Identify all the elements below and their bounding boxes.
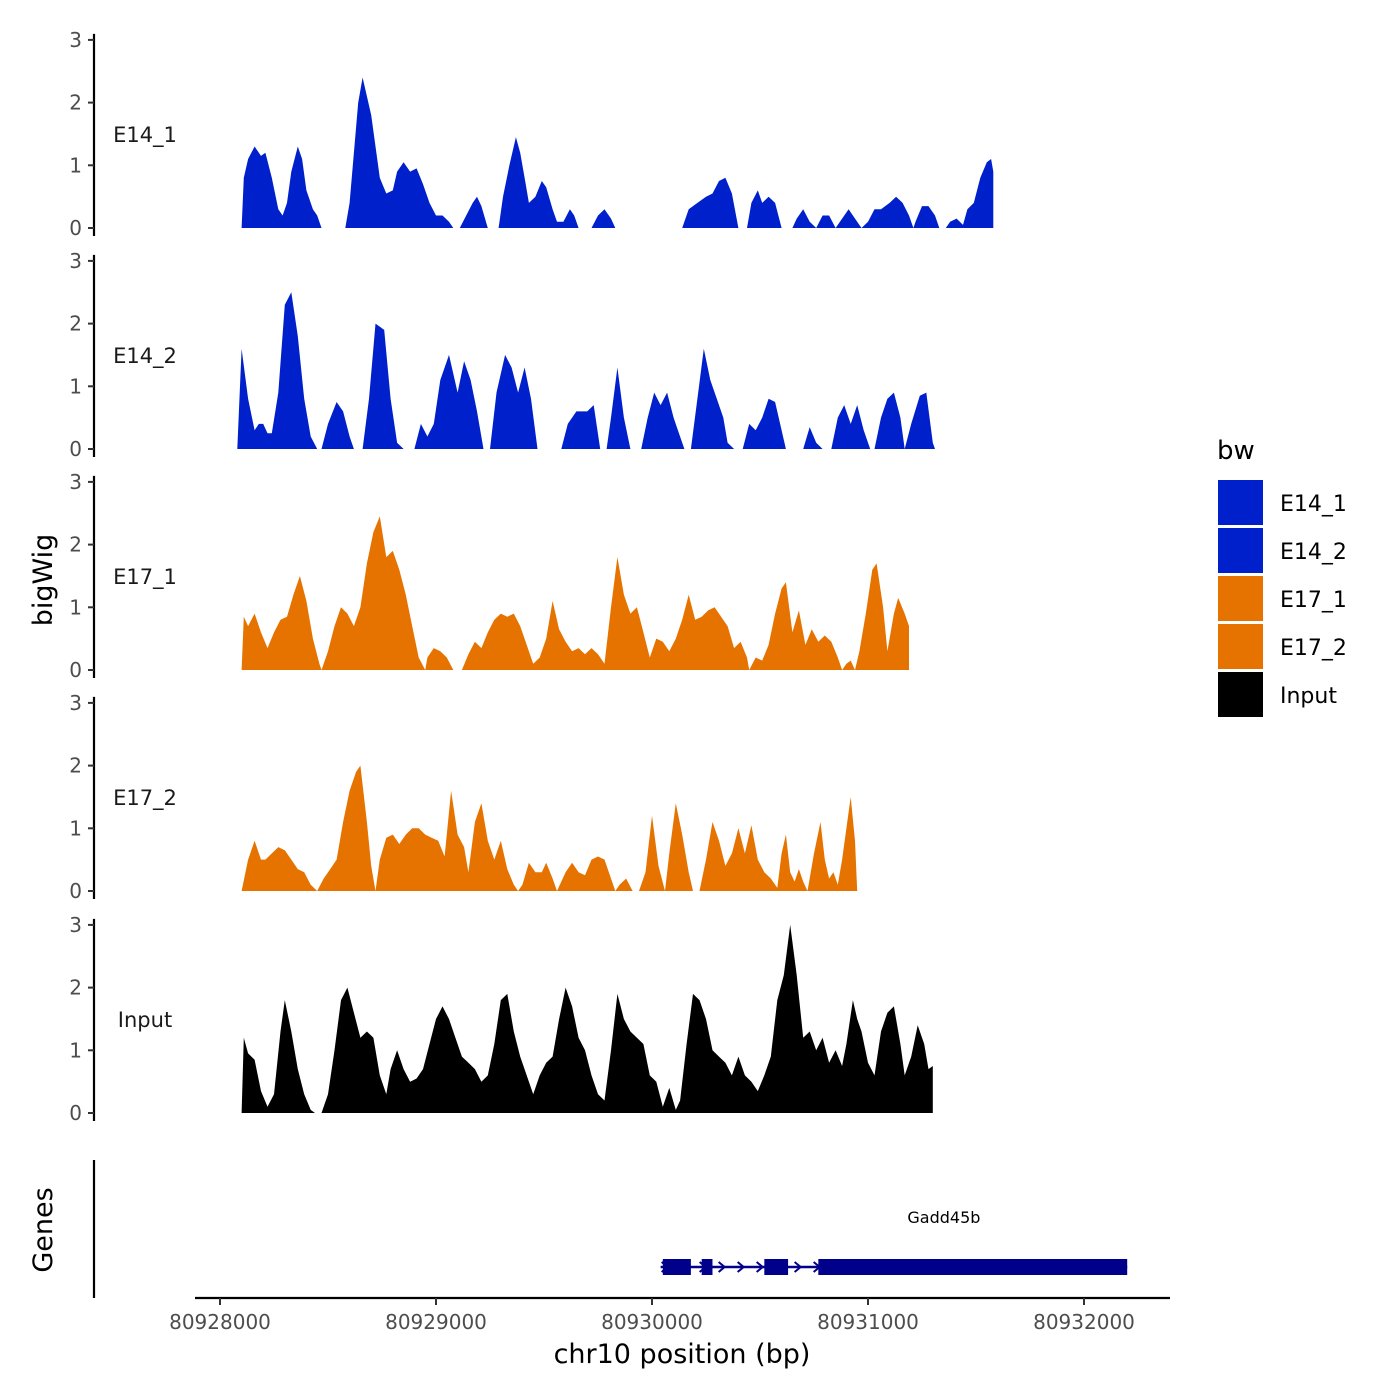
- y-tick-label: 1: [69, 1038, 82, 1062]
- x-axis-title: chr10 position (bp): [554, 1339, 811, 1370]
- legend-label: Input: [1280, 684, 1337, 709]
- legend-item: Input: [1218, 672, 1337, 717]
- y-tick-label: 3: [69, 691, 82, 715]
- x-tick-label: 80930000: [601, 1310, 703, 1334]
- strand-arrow: [793, 1261, 803, 1273]
- y-tick-label: 2: [69, 754, 82, 778]
- gene-label: Gadd45b: [907, 1208, 980, 1227]
- x-tick-label: 80928000: [169, 1310, 271, 1334]
- y-tick-label: 0: [69, 437, 82, 461]
- y-tick-label: 1: [69, 153, 82, 177]
- legend-swatch: [1218, 672, 1263, 717]
- x-tick-label: 80931000: [817, 1310, 919, 1334]
- y-tick-label: 1: [69, 595, 82, 619]
- legend-item: E14_1: [1218, 480, 1347, 525]
- legend-item: E14_2: [1218, 528, 1347, 573]
- track-Input: 0 1 2 3 Input: [69, 913, 933, 1125]
- track-E17_1: 0 1 2 3 E17_1: [69, 470, 910, 682]
- genes-axis-title: Genes: [28, 1187, 59, 1272]
- y-tick-label: 2: [69, 312, 82, 336]
- track-label: E17_1: [113, 565, 177, 590]
- track-E14_1: 0 1 2 3 E14_1: [69, 28, 994, 240]
- legend-swatch: [1218, 480, 1263, 525]
- legend-item: E17_1: [1218, 576, 1347, 621]
- track-label: E14_1: [113, 123, 177, 148]
- legend-title: bw: [1217, 436, 1255, 466]
- track-area-E14_1: [241, 77, 994, 228]
- y-tick-label: 3: [69, 249, 82, 273]
- strand-arrow: [736, 1261, 746, 1273]
- legend-label: E17_1: [1280, 588, 1347, 613]
- y-tick-label: 0: [69, 658, 82, 682]
- track-area-Input: [241, 924, 933, 1113]
- y-tick-label: 2: [69, 533, 82, 557]
- track-area-E17_2: [241, 765, 858, 891]
- y-axis-title: bigWig: [28, 534, 59, 627]
- y-tick-label: 2: [69, 91, 82, 115]
- legend-label: E14_2: [1280, 540, 1347, 565]
- track-area-E17_1: [241, 516, 910, 670]
- y-tick-label: 3: [69, 28, 82, 52]
- genes-layer: Gadd45b: [92, 1160, 1128, 1298]
- x-tick-label: 80929000: [385, 1310, 487, 1334]
- strand-arrow: [717, 1261, 727, 1273]
- track-E14_2: 0 1 2 3 E14_2: [69, 249, 936, 461]
- gene-exon: [818, 1259, 1128, 1275]
- gene-exon: [662, 1259, 691, 1275]
- legend-swatch: [1218, 528, 1263, 573]
- tracks-layer: 0 1 2 3 E14_1 0 1 2 3 E14_2 0 1 2 3 E17_1 0 1 2 3 E17_2 0 1 2 3…: [69, 28, 994, 1125]
- x-tick-label: 80932000: [1033, 1310, 1135, 1334]
- x-axis: 80928000 80929000 80930000 80931000 80932000: [169, 1296, 1170, 1334]
- legend-item: E17_2: [1218, 624, 1347, 669]
- y-tick-label: 2: [69, 976, 82, 1000]
- legend-label: E17_2: [1280, 636, 1347, 661]
- track-label: E14_2: [113, 344, 177, 369]
- y-tick-label: 1: [69, 374, 82, 398]
- legend: bw E14_1 E14_2 E17_1 E17_2 Input: [1217, 436, 1347, 717]
- gene-exon: [701, 1259, 713, 1275]
- track-label: E17_2: [113, 786, 177, 811]
- gene-Gadd45b: Gadd45b: [660, 1208, 1128, 1275]
- track-area-E14_2: [237, 292, 936, 449]
- legend-swatch: [1218, 624, 1263, 669]
- y-tick-label: 1: [69, 816, 82, 840]
- y-tick-label: 0: [69, 1101, 82, 1125]
- legend-label: E14_1: [1280, 492, 1347, 517]
- y-tick-label: 0: [69, 879, 82, 903]
- strand-arrow: [755, 1261, 765, 1273]
- gene-exon: [764, 1259, 789, 1275]
- track-E17_2: 0 1 2 3 E17_2: [69, 691, 858, 903]
- track-label: Input: [118, 1008, 172, 1032]
- legend-swatch: [1218, 576, 1263, 621]
- y-tick-label: 3: [69, 470, 82, 494]
- y-tick-label: 3: [69, 913, 82, 937]
- y-tick-label: 0: [69, 216, 82, 240]
